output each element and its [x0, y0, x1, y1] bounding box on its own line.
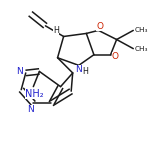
Text: H: H: [82, 67, 88, 76]
Text: N: N: [16, 67, 23, 76]
Text: H: H: [53, 26, 59, 35]
Text: N: N: [27, 105, 34, 114]
Text: NH₂: NH₂: [25, 89, 43, 99]
Text: O: O: [112, 52, 119, 61]
Text: CH₃: CH₃: [135, 27, 148, 33]
Text: N: N: [75, 65, 82, 74]
Text: O: O: [97, 22, 104, 31]
Text: CH₃: CH₃: [135, 46, 148, 52]
